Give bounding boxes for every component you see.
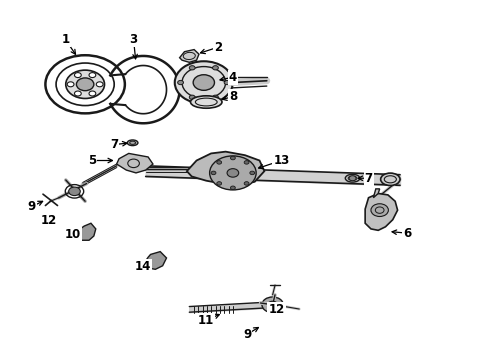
Text: 12: 12 — [269, 303, 285, 316]
Ellipse shape — [191, 96, 222, 108]
Polygon shape — [180, 50, 199, 62]
Polygon shape — [117, 153, 153, 173]
Circle shape — [76, 78, 94, 91]
Circle shape — [217, 161, 221, 164]
Text: 9: 9 — [244, 328, 251, 341]
Text: 7: 7 — [110, 138, 118, 151]
Circle shape — [224, 80, 230, 85]
Circle shape — [213, 95, 219, 99]
Circle shape — [189, 66, 195, 70]
Circle shape — [175, 61, 233, 104]
Circle shape — [250, 171, 255, 175]
Ellipse shape — [127, 140, 138, 145]
Circle shape — [189, 95, 195, 99]
Text: 8: 8 — [229, 90, 237, 103]
Circle shape — [244, 161, 249, 164]
Ellipse shape — [345, 174, 360, 182]
Polygon shape — [145, 252, 167, 269]
Circle shape — [268, 301, 277, 308]
Circle shape — [74, 73, 81, 77]
Ellipse shape — [381, 173, 400, 185]
Circle shape — [227, 168, 239, 177]
Polygon shape — [373, 189, 380, 198]
Circle shape — [371, 204, 389, 216]
Circle shape — [96, 82, 103, 87]
Circle shape — [230, 186, 235, 190]
Circle shape — [244, 182, 249, 185]
Circle shape — [66, 70, 104, 99]
Polygon shape — [365, 193, 397, 230]
Text: 6: 6 — [403, 227, 412, 240]
Circle shape — [67, 82, 74, 87]
Circle shape — [262, 297, 283, 312]
Circle shape — [213, 66, 219, 70]
Circle shape — [210, 156, 256, 190]
Circle shape — [89, 73, 96, 77]
Text: 11: 11 — [198, 314, 214, 327]
Circle shape — [178, 80, 183, 85]
Circle shape — [74, 91, 81, 96]
Circle shape — [69, 187, 80, 195]
Text: 5: 5 — [88, 154, 97, 167]
Text: 2: 2 — [214, 41, 222, 54]
Text: 9: 9 — [28, 200, 36, 213]
Text: 14: 14 — [135, 260, 151, 273]
Circle shape — [230, 156, 235, 160]
Circle shape — [89, 91, 96, 96]
Text: 12: 12 — [41, 214, 57, 227]
Circle shape — [211, 171, 216, 175]
Polygon shape — [78, 223, 96, 240]
Text: 7: 7 — [365, 172, 372, 185]
Text: 10: 10 — [65, 229, 81, 242]
Circle shape — [193, 75, 215, 90]
Polygon shape — [187, 152, 265, 185]
Circle shape — [217, 182, 221, 185]
Text: 4: 4 — [229, 71, 237, 84]
Text: 1: 1 — [62, 33, 70, 46]
Text: 3: 3 — [129, 33, 138, 46]
Text: 13: 13 — [273, 154, 290, 167]
Circle shape — [349, 176, 356, 181]
